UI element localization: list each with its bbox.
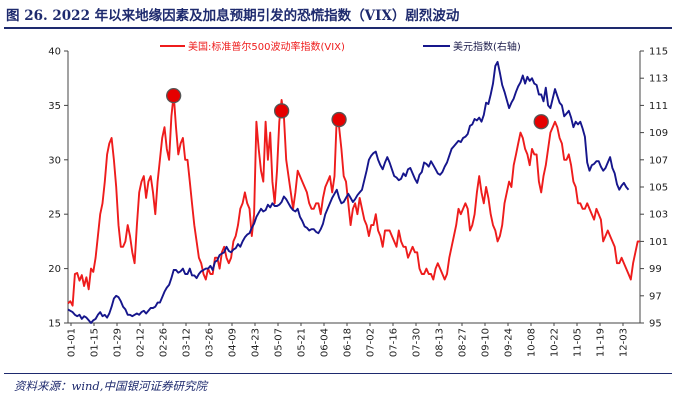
legend-vix-label: 美国:标准普尔500波动率指数(VIX)	[188, 40, 345, 53]
x-tick-label: 08-13	[435, 328, 446, 357]
left-tick-label: 20	[48, 264, 61, 275]
source-note: 资料来源：wind,中国银河证券研究院	[14, 379, 207, 393]
right-tick-label: 101	[649, 237, 668, 248]
x-tick-label: 04-09	[228, 328, 239, 357]
vix-peak-marker	[533, 114, 549, 130]
dollar-index-line	[67, 60, 630, 324]
vix-line	[67, 93, 640, 307]
x-tick-label: 05-21	[297, 328, 308, 357]
x-tick-label: 06-18	[343, 328, 354, 357]
x-tick-label: 06-04	[320, 328, 331, 357]
legend-dollar-label: 美元指数(右轴)	[453, 40, 521, 53]
x-tick-label: 08-27	[458, 328, 469, 357]
title-rule	[4, 27, 672, 29]
x-tick-label: 07-30	[412, 328, 423, 357]
x-tick-label: 05-07	[274, 328, 285, 357]
x-tick-label: 07-02	[366, 328, 377, 357]
x-tick-label: 02-26	[159, 328, 170, 357]
vix-peak-marker	[331, 111, 347, 128]
x-tick-label: 04-23	[251, 328, 262, 357]
right-tick-label: 109	[649, 128, 668, 139]
right-tick-label: 111	[649, 101, 668, 112]
x-tick-label: 09-10	[481, 328, 492, 357]
x-tick-label: 11-19	[596, 328, 607, 357]
x-tick-label: 10-22	[550, 328, 561, 357]
right-tick-label: 97	[649, 291, 662, 302]
x-tick-label: 09-24	[504, 328, 515, 357]
right-tick-label: 115	[649, 47, 668, 58]
vix-peak-marker	[273, 103, 290, 119]
left-tick-label: 25	[48, 210, 61, 221]
x-tick-label: 01-15	[90, 328, 101, 357]
x-tick-label: 11-05	[573, 328, 584, 357]
left-tick-label: 15	[48, 319, 61, 330]
right-tick-label: 105	[649, 183, 668, 194]
x-tick-label: 02-12	[136, 328, 147, 357]
right-tick-label: 95	[649, 319, 662, 330]
x-tick-label: 01-01	[67, 328, 78, 357]
source-rule	[4, 373, 672, 374]
x-tick-label: 10-08	[527, 328, 538, 357]
right-tick-label: 107	[649, 155, 668, 166]
x-tick-label: 03-26	[205, 328, 216, 357]
vix-peak-marker	[166, 87, 182, 104]
right-tick-label: 113	[649, 74, 668, 85]
left-tick-label: 30	[48, 155, 61, 166]
x-tick-label: 01-29	[113, 328, 124, 357]
x-tick-label: 07-16	[389, 328, 400, 357]
right-tick-label: 103	[649, 210, 668, 221]
left-tick-label: 35	[48, 101, 61, 112]
x-tick-label: 03-12	[182, 328, 193, 357]
left-tick-label: 40	[48, 47, 61, 58]
figure-title: 图 26. 2022 年以来地缘因素及加息预期引发的恐慌指数（VIX）剧烈波动	[6, 8, 460, 24]
x-tick-label: 12-03	[619, 328, 630, 357]
right-tick-label: 99	[649, 264, 662, 275]
